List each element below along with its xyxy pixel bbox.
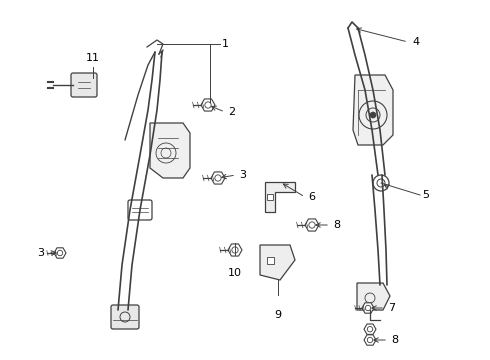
Text: 6: 6	[308, 192, 315, 202]
Text: 8: 8	[333, 220, 340, 230]
Polygon shape	[364, 335, 376, 345]
Text: 7: 7	[388, 303, 395, 313]
FancyBboxPatch shape	[267, 257, 274, 264]
FancyBboxPatch shape	[71, 73, 97, 97]
Polygon shape	[265, 182, 295, 212]
FancyBboxPatch shape	[128, 200, 152, 220]
Text: 8: 8	[391, 335, 398, 345]
Text: 3: 3	[37, 248, 44, 258]
Text: 10: 10	[228, 268, 242, 278]
Polygon shape	[201, 99, 215, 111]
FancyBboxPatch shape	[111, 305, 139, 329]
Text: 9: 9	[274, 310, 282, 320]
Polygon shape	[54, 248, 66, 258]
Polygon shape	[364, 324, 376, 334]
Polygon shape	[228, 244, 242, 256]
Polygon shape	[150, 123, 190, 178]
FancyBboxPatch shape	[267, 194, 273, 200]
Text: 3: 3	[239, 170, 246, 180]
Polygon shape	[211, 172, 225, 184]
Polygon shape	[362, 303, 374, 313]
Polygon shape	[260, 245, 295, 280]
Text: 5: 5	[422, 190, 429, 200]
Text: 1: 1	[222, 39, 229, 49]
Polygon shape	[305, 219, 319, 231]
Polygon shape	[353, 75, 393, 145]
Text: 4: 4	[412, 37, 419, 47]
Circle shape	[370, 112, 376, 118]
Text: 2: 2	[228, 107, 235, 117]
Circle shape	[373, 175, 389, 191]
Polygon shape	[357, 283, 390, 310]
Text: 11: 11	[86, 53, 100, 63]
